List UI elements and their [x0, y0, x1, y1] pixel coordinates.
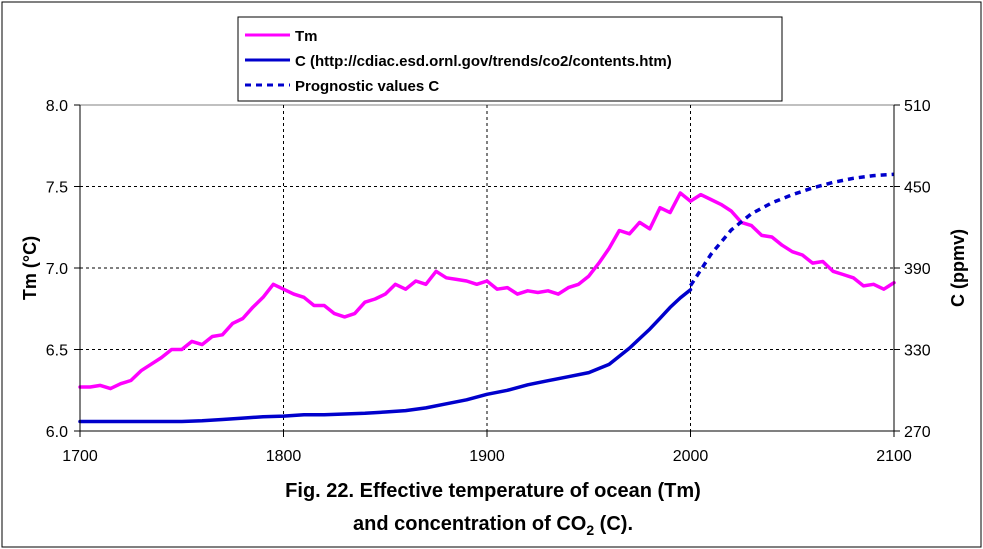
caption-line-2-prefix: and concentration of CO	[353, 513, 586, 535]
y-left-tick-label: 8.0	[46, 98, 68, 115]
legend-label-tm: Tm	[295, 28, 318, 45]
x-tick-label: 1900	[469, 448, 505, 465]
legend: Tm C (http://cdiac.esd.ornl.gov/trends/c…	[237, 16, 783, 102]
legend-box	[237, 16, 783, 102]
y-left-tick-label: 6.5	[46, 343, 68, 360]
y-right-tick-label: 330	[904, 343, 931, 360]
series-line-prognostic-c	[689, 172, 895, 287]
grid	[80, 105, 894, 431]
caption-subscript: 2	[586, 522, 594, 538]
y-axis-left-title: Tm (°C)	[20, 236, 40, 300]
caption-line-2-suffix: (C).	[594, 513, 633, 535]
series-layer	[78, 172, 896, 424]
y-right-tick-label: 270	[904, 424, 931, 441]
caption-line-1: Fig. 22. Effective temperature of ocean …	[285, 480, 701, 502]
x-tick-label: 1800	[266, 448, 302, 465]
y-left-tick-label: 6.0	[46, 424, 68, 441]
x-tick-label: 1700	[62, 448, 98, 465]
y-axis-right-title: C (ppmv)	[948, 229, 968, 307]
caption-line-2: and concentration of CO2 (C).	[353, 513, 633, 538]
y-left-tick-label: 7.0	[46, 261, 68, 278]
series-line-c	[78, 287, 693, 424]
y-right-tick-label: 390	[904, 261, 931, 278]
legend-label-prognostic: Prognostic values C	[295, 78, 439, 95]
x-tick-label: 2000	[673, 448, 709, 465]
legend-label-c: C (http://cdiac.esd.ornl.gov/trends/co2/…	[295, 53, 672, 70]
series-line-tm	[78, 191, 896, 391]
y-right-tick-label: 510	[904, 98, 931, 115]
axes: 1700 1800 1900 2000 2100 6.0 6.5 7.0 7.5 8.0 270 33…	[46, 98, 931, 465]
y-left-tick-label: 7.5	[46, 180, 68, 197]
x-tick-label: 2100	[876, 448, 912, 465]
y-right-tick-label: 450	[904, 180, 931, 197]
